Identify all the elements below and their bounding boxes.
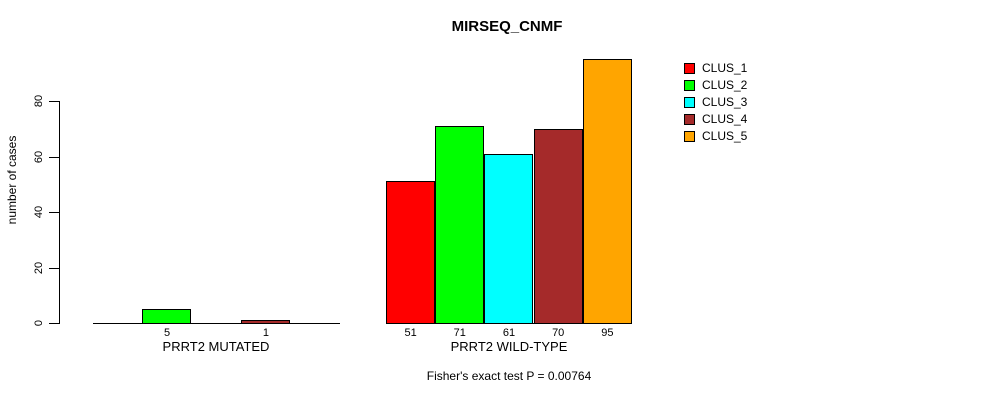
bar-clus_2: [142, 309, 191, 324]
legend-swatch-clus_2: [684, 80, 695, 91]
y-tick-label: 20: [33, 261, 45, 274]
x-baseline: [93, 323, 340, 324]
y-axis-title: number of cases: [5, 135, 19, 225]
legend-label: CLUS_5: [702, 129, 748, 143]
y-tick: [49, 212, 59, 213]
legend-swatch-clus_3: [684, 97, 695, 108]
legend-swatch-clus_4: [684, 114, 695, 125]
legend-item-clus_1: CLUS_1: [684, 62, 747, 75]
y-tick-label: 60: [33, 150, 45, 163]
legend-swatch-clus_5: [684, 131, 695, 142]
legend-item-clus_3: CLUS_3: [684, 96, 747, 109]
legend-label: CLUS_2: [702, 78, 748, 92]
bar-clus_5: [583, 59, 632, 324]
legend-label: CLUS_1: [702, 61, 748, 75]
y-tick: [49, 156, 59, 158]
y-tick-label: 40: [33, 205, 45, 219]
y-tick-label: 0: [33, 319, 45, 327]
x-group-label-mutated: PRRT2 MUTATED: [162, 339, 270, 354]
bar-clus_4: [534, 129, 583, 324]
legend-swatch-clus_1: [684, 63, 695, 74]
y-tick-label: 80: [33, 94, 45, 108]
legend-label: CLUS_3: [702, 95, 748, 109]
bar-value-label: 70: [552, 327, 565, 339]
y-tick: [49, 267, 59, 269]
bar-value-label: 5: [164, 327, 171, 339]
bar-value-label: 95: [601, 327, 614, 339]
bar-value-label: 51: [404, 327, 417, 339]
legend-item-clus_2: CLUS_2: [684, 79, 747, 92]
chart-title: MIRSEQ_CNMF: [451, 18, 563, 35]
x-group-label-wildtype: PRRT2 WILD-TYPE: [450, 339, 568, 354]
y-tick: [49, 323, 59, 324]
legend-item-clus_5: CLUS_5: [684, 130, 747, 143]
legend-label: CLUS_4: [702, 112, 748, 126]
bar-value-label: 61: [502, 327, 516, 339]
bar-value-label: 1: [262, 327, 269, 339]
bar-clus_3: [484, 154, 533, 324]
bar-value-label: 71: [453, 327, 466, 339]
bar-clus_4: [241, 320, 290, 324]
bar-clus_2: [435, 126, 484, 324]
legend-item-clus_4: CLUS_4: [684, 113, 747, 126]
y-axis-line: [59, 101, 60, 324]
bar-clus_1: [386, 181, 435, 324]
annotation-text: Fisher's exact test P = 0.00764: [426, 369, 592, 383]
y-tick: [49, 101, 59, 102]
